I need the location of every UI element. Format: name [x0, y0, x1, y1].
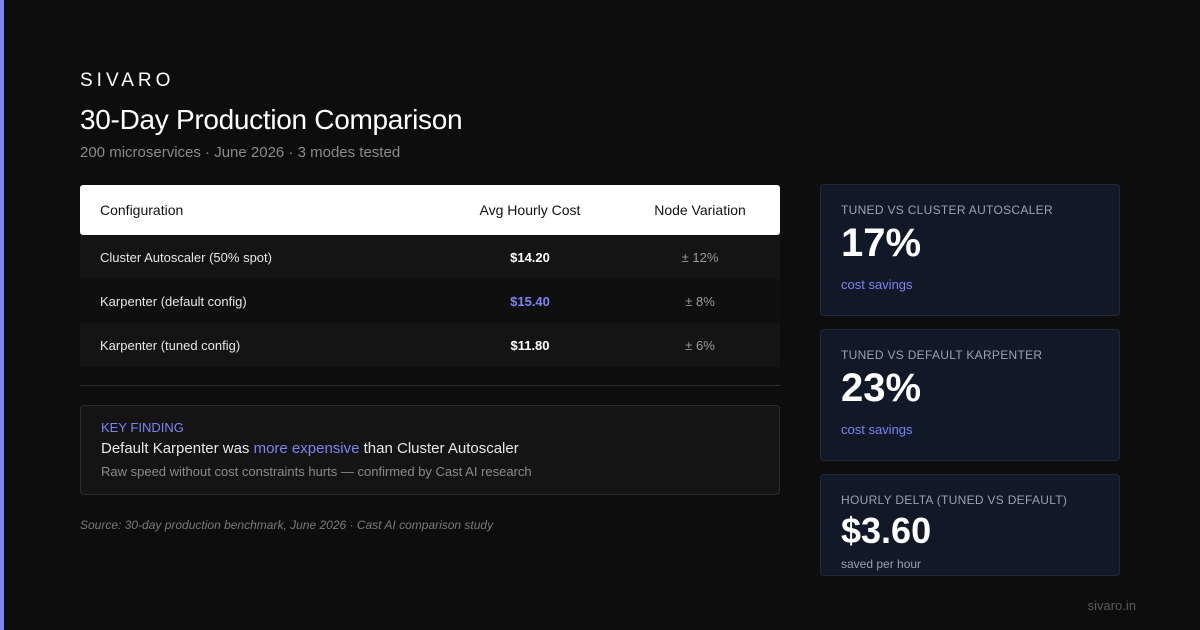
row-cost: $14.20	[510, 249, 550, 265]
row-variation: ± 12%	[681, 249, 719, 265]
stat-card-label: HOURLY DELTA (TUNED VS DEFAULT)	[841, 493, 1068, 507]
page-subtitle: 200 microservices · June 2026 · 3 modes …	[80, 144, 401, 161]
table-row: Karpenter (tuned config) $11.80 ± 6%	[80, 323, 780, 367]
stat-card-label: TUNED VS DEFAULT KARPENTER	[841, 348, 1043, 362]
row-cost: $15.40	[510, 293, 550, 309]
footer-url: sivaro.in	[1087, 598, 1136, 613]
page-title: 30-Day Production Comparison	[80, 104, 463, 135]
key-finding-note: Raw speed without cost constraints hurts…	[101, 464, 532, 479]
key-finding-label: KEY FINDING	[101, 420, 184, 435]
finding-text-before: Default Karpenter was	[101, 440, 254, 457]
stat-card-sub: cost savings	[841, 277, 913, 292]
finding-text-highlight: more expensive	[253, 440, 360, 457]
row-variation: ± 6%	[685, 337, 715, 353]
stat-card-vs-default-karpenter: TUNED VS DEFAULT KARPENTER 23% cost savi…	[820, 329, 1120, 461]
stat-card-label: TUNED VS CLUSTER AUTOSCALER	[841, 203, 1053, 217]
row-config: Karpenter (default config)	[100, 293, 247, 309]
accent-bar	[0, 0, 4, 630]
stat-card-sub: saved per hour	[841, 556, 922, 571]
finding-text-after: than Cluster Autoscaler	[359, 440, 519, 457]
header-node-variation: Node Variation	[654, 202, 746, 218]
stat-card-value: 17%	[841, 221, 922, 265]
header-avg-hourly-cost: Avg Hourly Cost	[479, 202, 581, 218]
table-row: Cluster Autoscaler (50% spot) $14.20 ± 1…	[80, 235, 780, 279]
key-finding-text: Default Karpenter was more expensive tha…	[101, 440, 759, 457]
header-configuration: Configuration	[100, 202, 184, 218]
row-config: Karpenter (tuned config)	[100, 337, 241, 353]
stat-card-value: $3.60	[841, 510, 932, 551]
table-row: Karpenter (default config) $15.40 ± 8%	[80, 279, 780, 323]
row-config: Cluster Autoscaler (50% spot)	[100, 249, 272, 265]
row-variation: ± 8%	[685, 293, 715, 309]
section-divider	[80, 385, 780, 386]
stat-card-value: 23%	[841, 366, 922, 410]
table-header: Configuration Avg Hourly Cost Node Varia…	[80, 185, 780, 235]
comparison-table: Configuration Avg Hourly Cost Node Varia…	[80, 185, 780, 367]
stat-card-sub: cost savings	[841, 422, 913, 437]
key-finding-box: KEY FINDING Default Karpenter was more e…	[80, 405, 780, 495]
stat-card-vs-cluster-autoscaler: TUNED VS CLUSTER AUTOSCALER 17% cost sav…	[820, 184, 1120, 316]
row-cost: $11.80	[510, 337, 550, 353]
stat-card-hourly-delta: HOURLY DELTA (TUNED VS DEFAULT) $3.60 sa…	[820, 474, 1120, 576]
brand-logo: SIVARO	[80, 70, 175, 91]
source-note: Source: 30-day production benchmark, Jun…	[80, 518, 494, 532]
